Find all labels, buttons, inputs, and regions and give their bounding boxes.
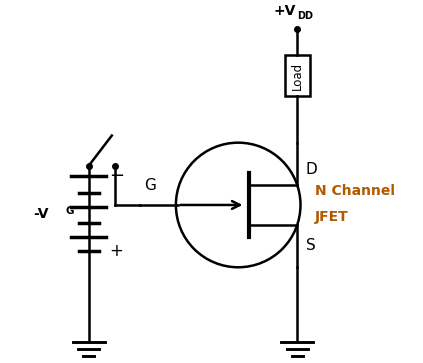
Text: JFET: JFET [315,211,349,224]
Text: G: G [66,206,74,216]
Text: S: S [306,238,316,253]
Text: −: − [109,167,124,185]
Text: Load: Load [291,62,304,90]
Text: G: G [144,178,156,192]
Bar [285,56,310,97]
Text: +: + [109,242,123,260]
Text: -V: -V [33,207,49,221]
Text: +V: +V [273,4,296,18]
Text: N Channel: N Channel [315,184,395,198]
Text: D: D [306,162,318,177]
Text: DD: DD [297,11,313,21]
